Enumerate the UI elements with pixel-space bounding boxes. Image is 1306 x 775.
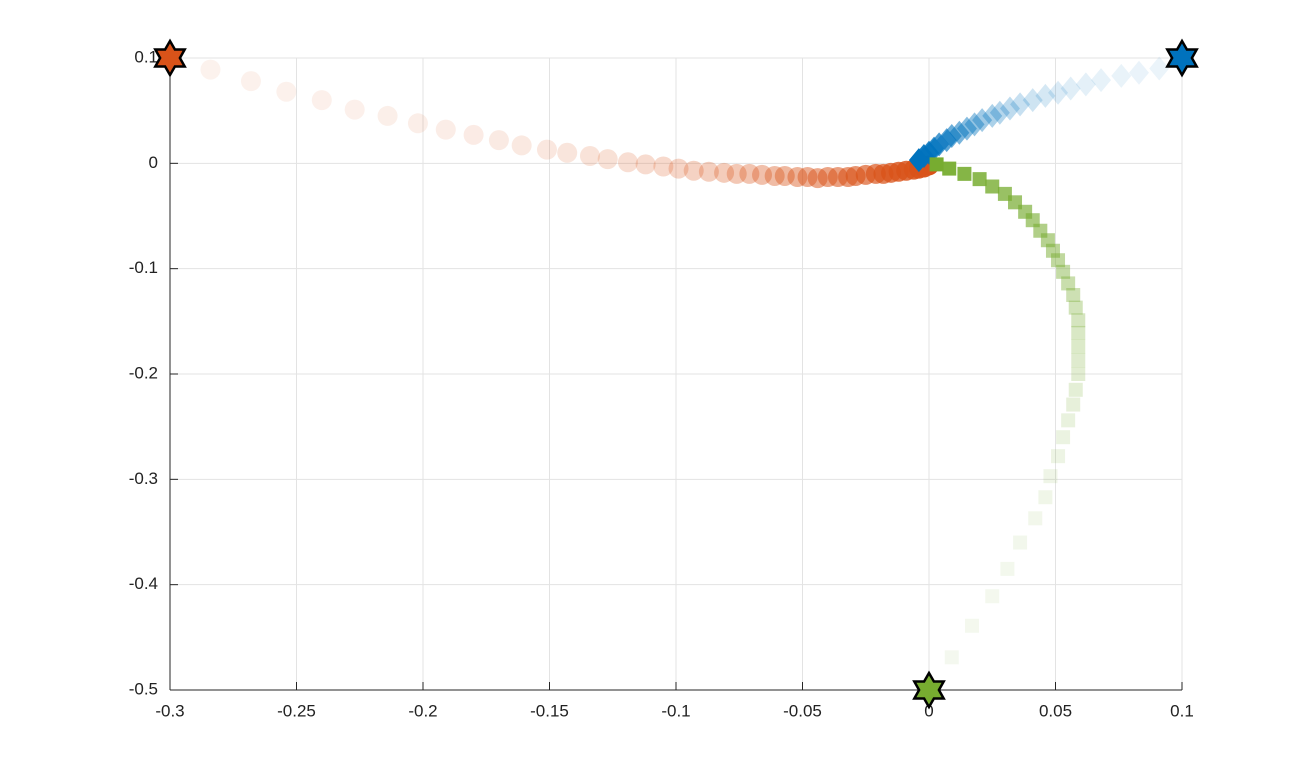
diamond-marker	[1022, 88, 1043, 113]
circle-marker	[557, 142, 578, 163]
circle-marker	[683, 160, 704, 181]
diamond-marker	[1111, 63, 1132, 88]
diamond-marker	[1010, 92, 1031, 117]
square-marker	[1071, 353, 1086, 368]
circle-marker	[344, 99, 365, 120]
x-tick-label: 0.1	[1170, 701, 1194, 720]
circle-marker	[726, 163, 747, 184]
diamond-marker	[989, 100, 1010, 125]
circle-marker	[579, 145, 600, 166]
square-marker	[942, 161, 957, 176]
square-marker	[1071, 313, 1086, 328]
y-tick-label: -0.5	[129, 679, 158, 698]
square-marker	[1028, 511, 1043, 526]
diamond-marker	[982, 103, 1003, 128]
circle-marker	[787, 167, 808, 188]
circle-marker	[311, 90, 332, 111]
circle-marker	[536, 139, 557, 160]
circle-marker	[617, 152, 638, 173]
square-marker	[1071, 367, 1086, 381]
circle-marker	[714, 162, 735, 183]
circle-marker	[511, 135, 532, 156]
x-tick-label: -0.3	[155, 701, 184, 720]
diamond-marker	[972, 108, 993, 133]
square-marker	[944, 650, 959, 665]
diamond-marker	[908, 148, 929, 173]
circle-marker	[240, 71, 261, 92]
square-marker	[1000, 561, 1015, 576]
circle-marker	[764, 165, 785, 186]
y-tick-label: -0.4	[129, 574, 158, 593]
y-tick-label: -0.2	[129, 363, 158, 382]
square-marker	[1066, 397, 1081, 412]
diamond-marker	[964, 112, 985, 137]
diamond-marker	[1060, 76, 1081, 101]
square-marker	[1068, 300, 1083, 315]
circle-marker	[276, 81, 297, 102]
square-marker	[1045, 243, 1060, 258]
square-marker	[1071, 325, 1086, 340]
circle-marker	[635, 154, 656, 175]
circle-marker	[774, 165, 795, 186]
circle-marker	[597, 149, 618, 170]
circle-marker	[488, 130, 509, 151]
square-marker	[1033, 223, 1048, 238]
square-marker	[1071, 339, 1086, 354]
x-tick-label: -0.1	[661, 701, 690, 720]
y-tick-label: 0.1	[134, 47, 158, 66]
start-star	[1165, 38, 1199, 78]
x-tick-label: 0.05	[1039, 701, 1072, 720]
diamond-marker	[999, 96, 1020, 121]
diamond-marker	[1075, 72, 1096, 97]
x-tick-label: -0.15	[530, 701, 569, 720]
square-marker	[1061, 276, 1076, 291]
y-tick-label: -0.1	[129, 258, 158, 277]
circle-marker	[752, 164, 773, 185]
square-marker	[1013, 535, 1028, 550]
circle-marker	[435, 119, 456, 140]
start-star	[912, 670, 946, 710]
x-tick-label: -0.05	[783, 701, 822, 720]
square-marker	[985, 589, 1000, 604]
x-tick-label: -0.25	[277, 701, 316, 720]
diamond-marker	[1048, 80, 1069, 105]
square-marker	[929, 157, 944, 172]
circle-marker	[668, 158, 689, 179]
diamond-marker	[1128, 60, 1149, 85]
circle-marker	[377, 105, 398, 126]
circle-marker	[407, 113, 428, 134]
y-tick-label: 0	[149, 153, 158, 172]
diamond-marker	[1091, 68, 1112, 93]
square-marker	[997, 186, 1012, 201]
square-marker	[1043, 469, 1058, 484]
square-marker	[972, 172, 987, 187]
square-marker	[1061, 413, 1076, 428]
square-marker	[965, 618, 980, 633]
circle-marker	[739, 163, 760, 184]
square-marker	[1056, 430, 1071, 445]
square-marker	[957, 166, 972, 181]
square-marker	[985, 179, 1000, 194]
circle-marker	[200, 59, 221, 80]
square-marker	[1051, 449, 1066, 464]
square-marker	[1068, 382, 1083, 397]
square-marker	[1038, 490, 1053, 505]
diamond-marker	[1149, 56, 1170, 81]
diamond-marker	[1035, 83, 1056, 108]
square-marker	[1056, 264, 1071, 279]
circle-marker	[797, 167, 818, 188]
x-tick-label: -0.2	[408, 701, 437, 720]
circle-marker	[653, 156, 674, 177]
x-tick-label: 0	[924, 701, 933, 720]
start-star	[153, 38, 187, 78]
circle-marker	[463, 124, 484, 145]
y-tick-label: -0.3	[129, 469, 158, 488]
circle-marker	[698, 161, 719, 182]
square-marker	[1066, 288, 1081, 302]
